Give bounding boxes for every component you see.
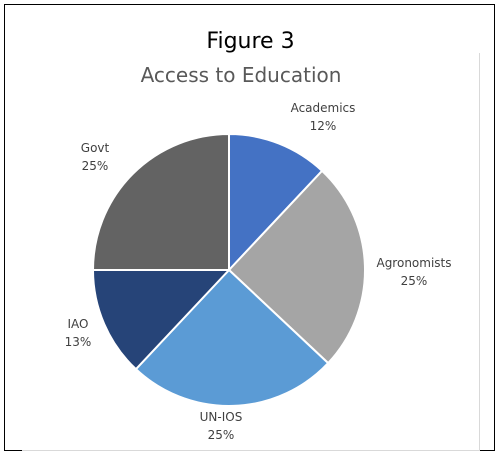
slice-value-label: 25%: [401, 274, 428, 288]
figure-label: Figure 3: [206, 29, 295, 54]
slice-value-label: 13%: [65, 335, 92, 349]
slice-value-label: 25%: [82, 159, 109, 173]
pie-slice-agronomists: [227, 169, 366, 365]
pie-labels: Academics 12% Agronomists 25% UN-IOS 25% IAO 13…: [65, 101, 452, 442]
slice-value-label: 12%: [310, 119, 337, 133]
slice-label: Govt: [81, 141, 110, 155]
slice-label: Academics: [291, 101, 356, 115]
pie-slice-academics: [228, 132, 324, 273]
slice-label: IAO: [68, 317, 89, 331]
pie-slice-govt: [91, 132, 230, 271]
pie-slice-un-ios: [134, 268, 330, 407]
pie-slices: [91, 132, 366, 407]
chart-title: Access to Education: [141, 63, 342, 87]
slice-value-label: 25%: [208, 428, 235, 442]
slice-label: Agronomists: [376, 256, 451, 270]
slice-label: UN-IOS: [200, 410, 243, 424]
pie-slice-iao: [91, 269, 232, 371]
